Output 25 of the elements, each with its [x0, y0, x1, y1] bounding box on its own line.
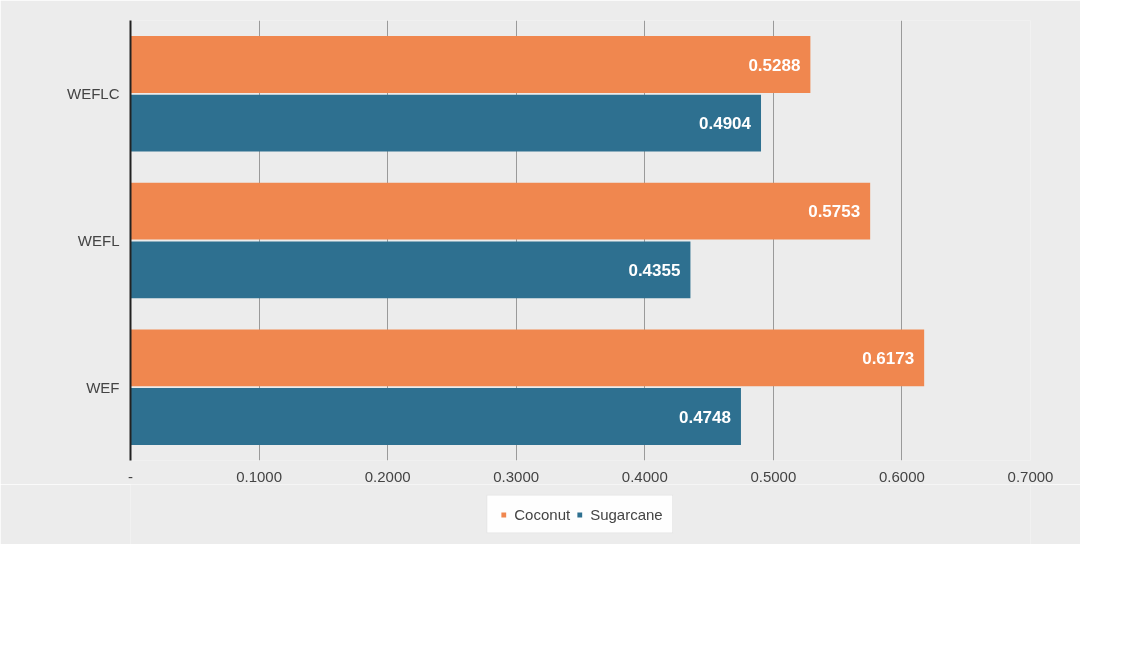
- bar: [130, 182, 871, 240]
- bar: [130, 36, 811, 93]
- y-tick-label: WEF: [86, 378, 120, 396]
- legend-label: Sugarcane: [590, 505, 663, 523]
- x-tick-label: -: [128, 467, 133, 485]
- x-tick-label: 0.6000: [878, 467, 925, 485]
- data-label: 0.5753: [808, 202, 861, 222]
- data-label: 0.4904: [699, 114, 752, 134]
- bar: [130, 388, 741, 445]
- data-label: 0.4748: [678, 407, 731, 427]
- y-tick-label: WEFLC: [67, 85, 120, 103]
- x-tick-label: 0.3000: [493, 467, 540, 485]
- bar: [130, 329, 925, 387]
- legend-label: Coconut: [514, 505, 571, 523]
- data-label: 0.5288: [748, 55, 801, 75]
- x-tick-label: 0.2000: [364, 467, 411, 485]
- x-tick-label: 0.5000: [750, 467, 797, 485]
- x-tick-label: 0.7000: [1007, 467, 1054, 485]
- bar: [130, 241, 691, 299]
- bar: [130, 94, 762, 152]
- data-label: 0.4355: [628, 260, 681, 280]
- data-label: 0.6173: [862, 348, 915, 368]
- x-tick-label: 0.4000: [621, 467, 668, 485]
- y-tick-label: WEFL: [77, 232, 120, 249]
- x-tick-label: 0.1000: [236, 467, 283, 485]
